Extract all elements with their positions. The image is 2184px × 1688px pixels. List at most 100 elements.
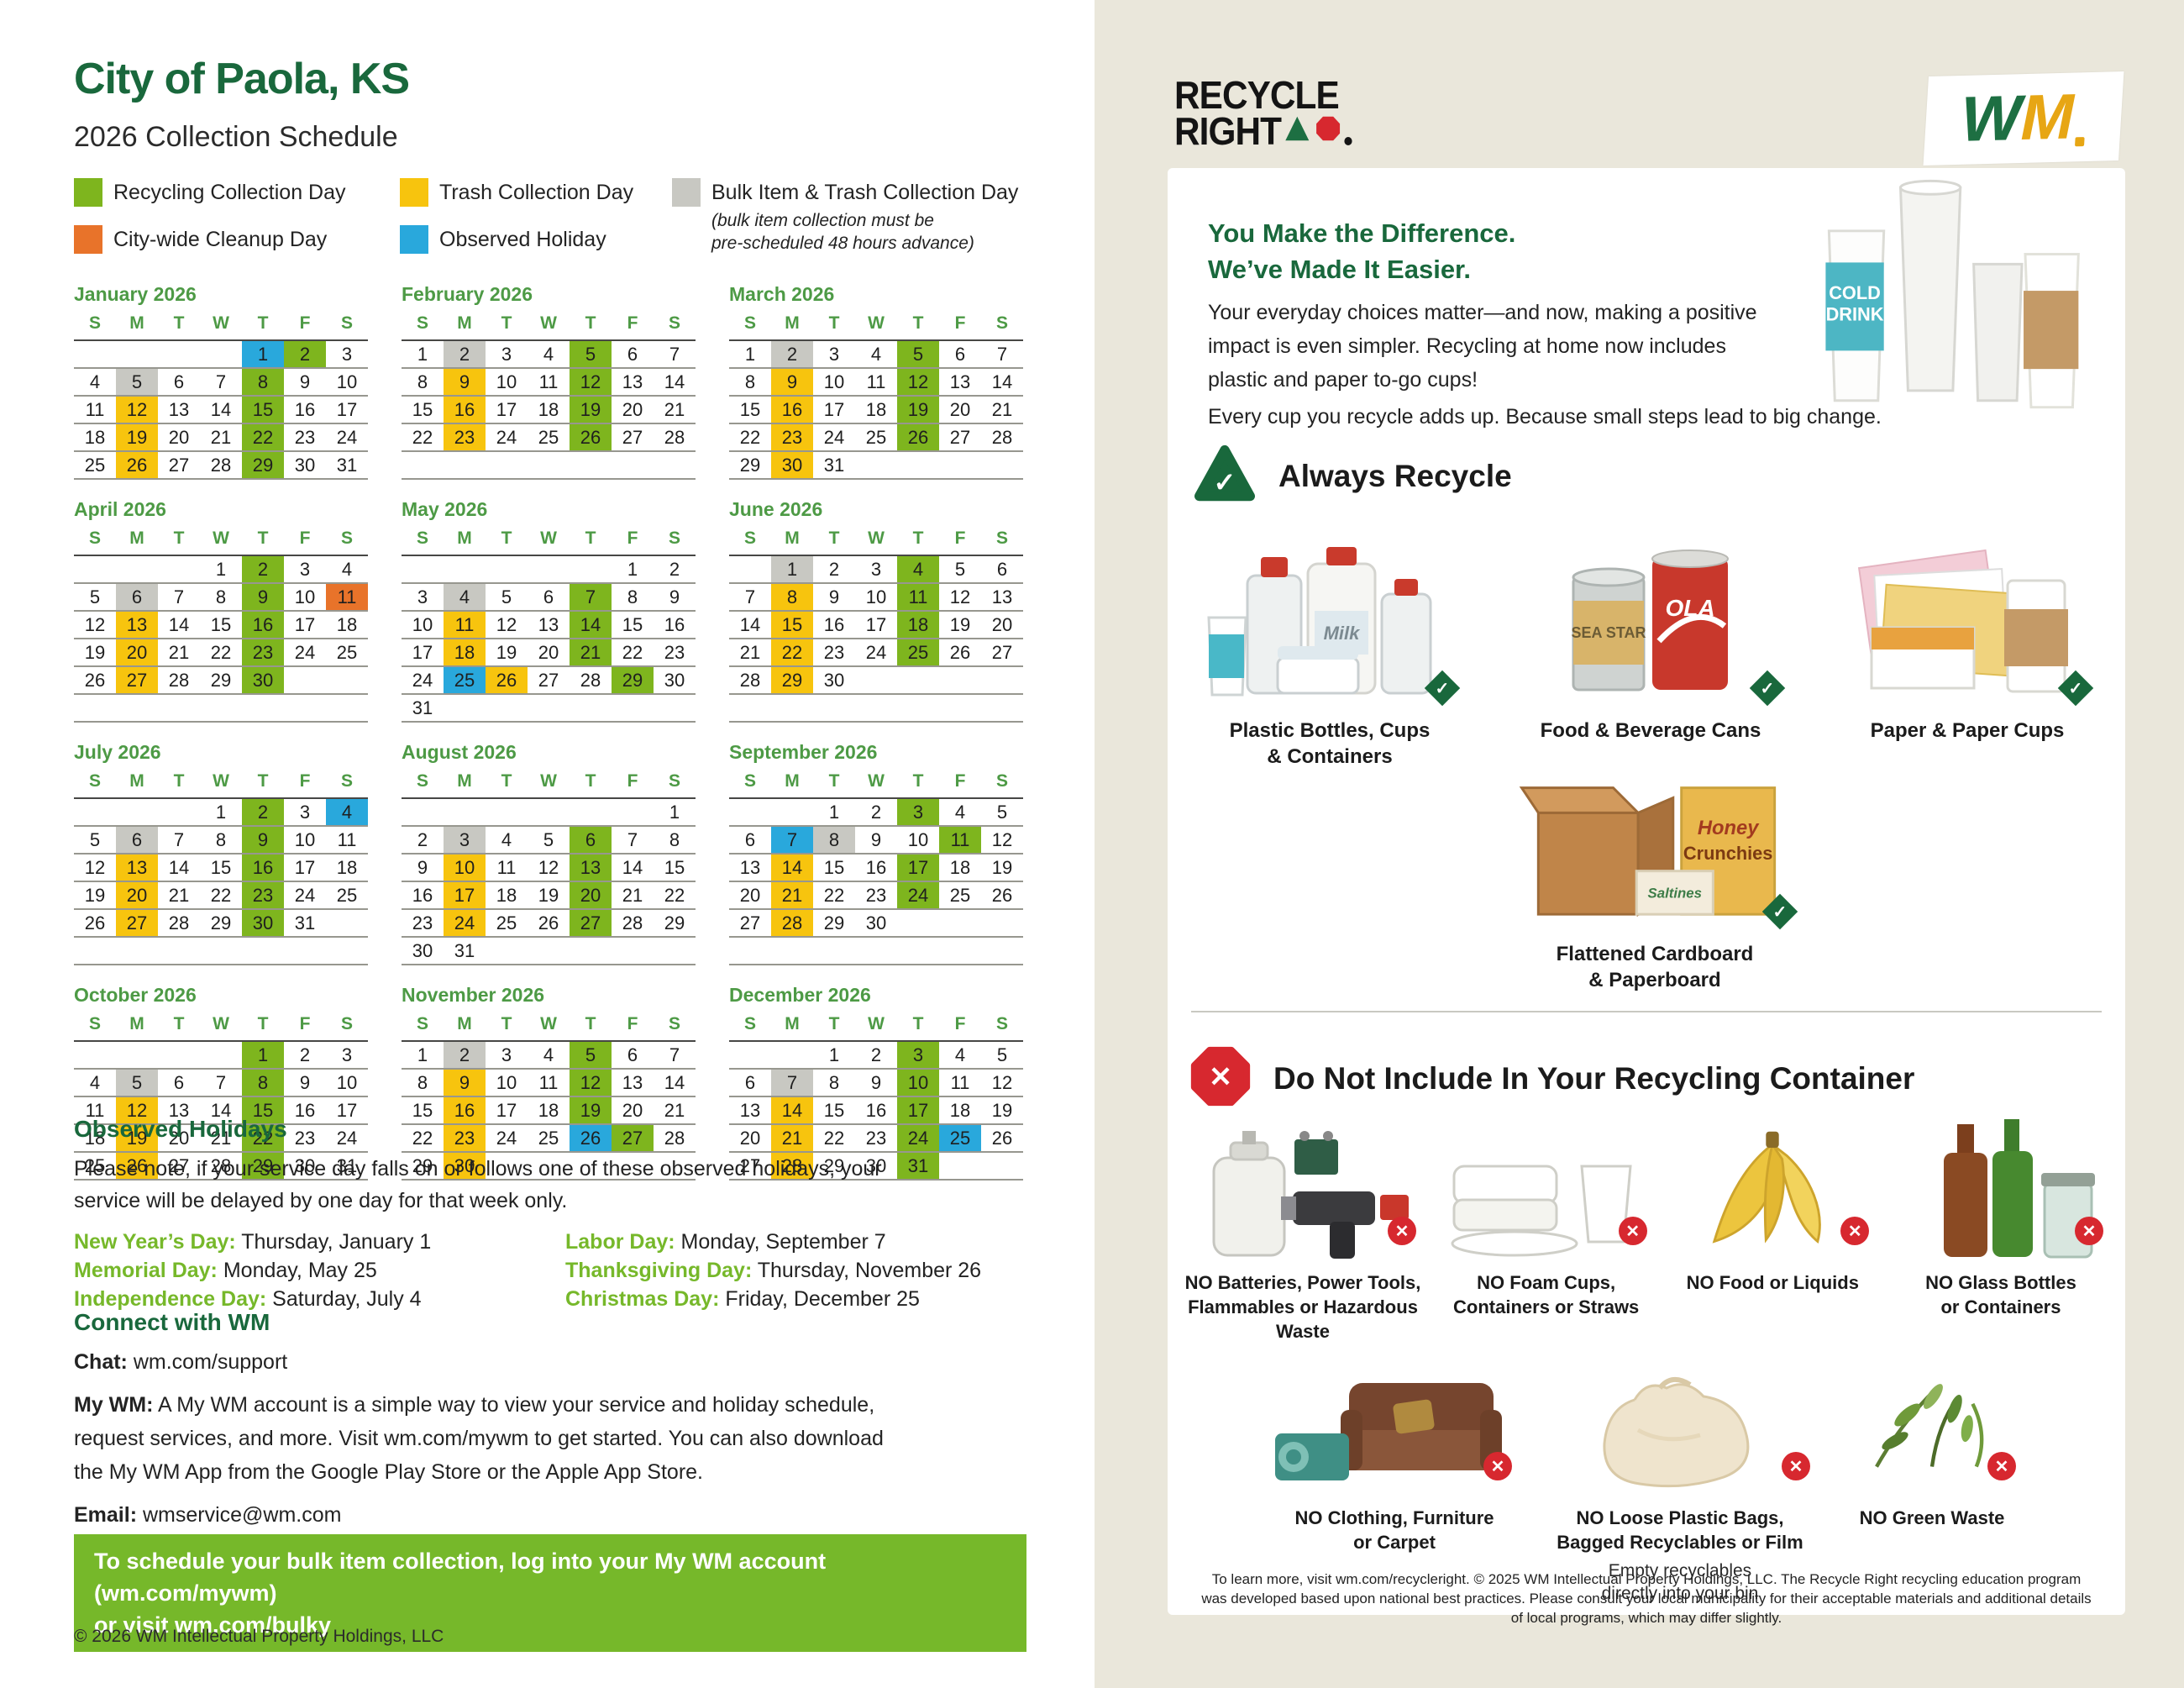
calendar-day: 29: [612, 667, 654, 693]
calendar-day: 8: [627, 586, 638, 607]
calendar-day: 30: [294, 455, 316, 476]
calendar-day: 6: [116, 827, 158, 853]
item-label: Food & Beverage Cans: [1540, 719, 1761, 742]
calendar-week-row: [729, 938, 1023, 965]
calendar-day: 2: [242, 556, 284, 582]
holiday-item-1: Labor Day: Monday, September 7: [565, 1230, 886, 1254]
calendar-day: 1: [771, 556, 813, 582]
check-glyph: ✓: [2068, 679, 2083, 698]
recycle-right-period: [1344, 137, 1352, 145]
calendar-day: 11: [496, 857, 517, 878]
day-of-week-header: T: [912, 771, 924, 791]
calendar-day: [654, 452, 696, 478]
calendar-day: 14: [168, 614, 190, 635]
calendar-day: [284, 695, 326, 721]
day-of-week-header: M: [129, 771, 144, 791]
recycle-right-panel: RECYCLE RIGHT WM You Make the Difference…: [1095, 0, 2184, 1688]
do-not-include-row-1: ✕ NO Batteries, Power Tools, Flammables o…: [1181, 1116, 2112, 1344]
calendar-day: 11: [866, 371, 886, 392]
legend-label: Recycling Collection Day: [113, 181, 346, 204]
observed-holidays-heading: Observed Holidays: [74, 1116, 287, 1142]
day-of-week-header: T: [912, 1014, 924, 1033]
calendar-day: 11: [85, 1100, 105, 1121]
calendar-day: 14: [664, 1072, 685, 1093]
calendar-day: 29: [823, 912, 845, 933]
calendar-day: 5: [570, 341, 612, 367]
calendar-day: 29: [210, 670, 232, 691]
calendar-day: 28: [664, 427, 685, 448]
day-of-week-header: W: [213, 771, 229, 791]
calendar-day: 27: [739, 1155, 761, 1176]
calendar-day: 7: [771, 1070, 813, 1096]
item-paper: ✓ Paper & Paper Cups: [1824, 507, 2110, 770]
calendar-day: 4: [954, 802, 966, 823]
day-of-week-header: S: [995, 313, 1008, 333]
calendar-day: 17: [496, 1100, 517, 1121]
calendar-day: 13: [991, 586, 1013, 607]
calendar-day: [402, 452, 444, 478]
calendar-day: [116, 695, 158, 721]
email-label: Email:: [74, 1503, 138, 1527]
calendar-day: 16: [444, 1097, 486, 1123]
calendar-day: 26: [949, 642, 971, 663]
always-recycle-cardboard: Honey Crunchies Saltines ✓ Flattened Cardboa…: [1495, 755, 1814, 993]
calendar-day: [528, 695, 570, 721]
calendar-day: 14: [771, 855, 813, 881]
calendar-day: 28: [991, 427, 1013, 448]
calendar-week-row: 11 12 13 14 15 16 17: [74, 397, 368, 424]
calendar-day: 16: [865, 1100, 887, 1121]
calendar-day: [729, 1042, 771, 1068]
calendar-day: 25: [538, 1128, 559, 1149]
calendar-day: 5: [954, 559, 966, 580]
calendar-day: 17: [865, 614, 887, 635]
item-label: NO Foam Cups, Containers or Straws: [1453, 1272, 1640, 1317]
calendar-day: [116, 1042, 158, 1068]
calendar-day: 6: [744, 829, 756, 850]
to-go-cups-photo: COLD DRINK: [1776, 171, 2108, 429]
legend-label: Observed Holiday: [439, 228, 606, 251]
calendar-week-row: 27 28 29 30: [729, 910, 1023, 938]
calendar-day: 6: [744, 1072, 756, 1093]
calendar-day: 29: [412, 1155, 433, 1176]
x-badge: ✕: [2074, 1217, 2103, 1245]
calendar-day: 17: [336, 1100, 358, 1121]
calendar-day: 22: [210, 885, 232, 906]
calendar-day: 25: [939, 1125, 981, 1151]
calendar-day: 18: [897, 612, 939, 638]
calendar-day: [158, 1042, 200, 1068]
calendar-day: [654, 938, 696, 964]
calendar-day: 2: [444, 1042, 486, 1068]
calendar-day: 30: [865, 1155, 887, 1176]
calendar-day: 12: [538, 857, 559, 878]
collection-schedule-page: City of Paola, KS 2026 Collection Schedu…: [74, 55, 1026, 1652]
calendar-day: 9: [870, 1072, 882, 1093]
calendar-day: [116, 341, 158, 367]
calendar-day: 18: [336, 614, 358, 635]
calendar-day: 27: [949, 427, 971, 448]
item-label: NO Food or Liquids: [1686, 1272, 1859, 1293]
calendar-day: 12: [570, 1070, 612, 1096]
calendar-day: [981, 910, 1023, 936]
calendar-day: [116, 799, 158, 825]
calendar-day: [570, 452, 612, 478]
calendar-day: 21: [570, 639, 612, 665]
day-of-week-header: T: [912, 528, 924, 548]
calendar-day: 10: [496, 371, 517, 392]
greenwaste-icon: ✕: [1840, 1351, 2024, 1496]
day-of-week-header: S: [743, 771, 756, 791]
month-September-2026: September 2026 S M T W T F S 1 2 3 4 5 6 7 8 9 10 11 12 13 14…: [729, 741, 1023, 965]
calendar-day: 1: [417, 344, 428, 365]
calendar-day: 22: [664, 885, 685, 906]
calendar-week-row: 8 9 10 11 12 13 14: [402, 369, 696, 397]
calendar-day: 12: [897, 369, 939, 395]
month-June-2026: June 2026 S M T W T F S 1 2 3 4 5 6 7 8 9 10 11 12 13 14 15 16 1…: [729, 498, 1023, 723]
calendar-day: 13: [739, 1100, 761, 1121]
x-badge: ✕: [1840, 1217, 1870, 1245]
observed-holidays-intro: Please note, if your service day falls o…: [74, 1157, 882, 1212]
